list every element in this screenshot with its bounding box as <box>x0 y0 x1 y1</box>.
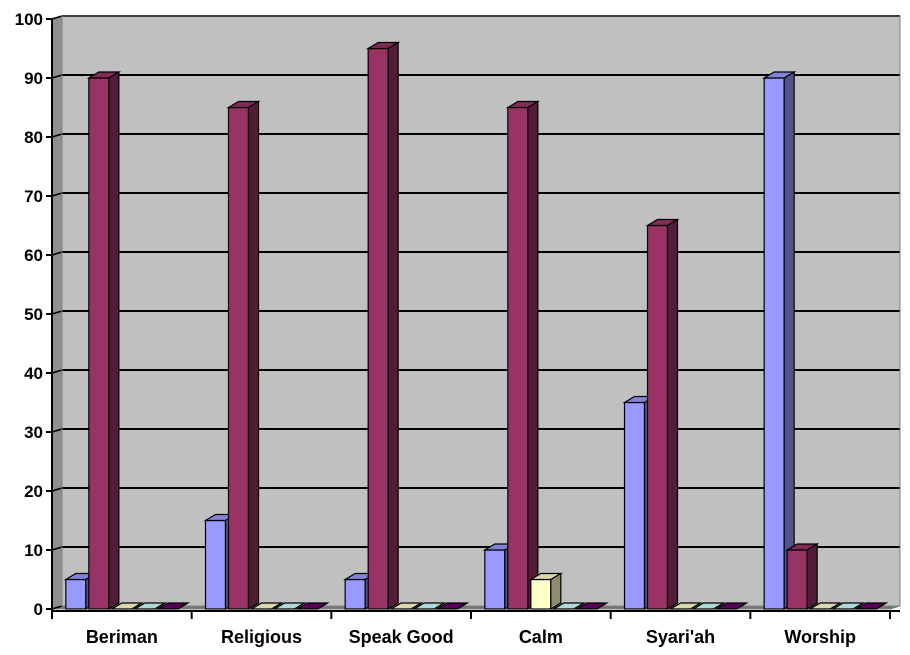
bar <box>367 47 389 610</box>
y-tick-label: 50 <box>24 305 43 324</box>
bar <box>530 578 552 610</box>
bar-side <box>550 572 562 611</box>
y-tick-label: 10 <box>24 541 43 560</box>
bar <box>65 578 87 610</box>
bar-side <box>666 218 679 611</box>
bar-side <box>596 602 608 610</box>
bar <box>344 578 366 610</box>
gridline-depth <box>51 369 63 374</box>
bar-side <box>456 602 468 610</box>
bar-side <box>271 602 282 610</box>
x-tick-label: Beriman <box>86 627 158 647</box>
y-tick-label: 70 <box>24 187 43 206</box>
plot-frame <box>61 15 901 607</box>
y-tick-label: 90 <box>24 69 43 88</box>
gridline-depth <box>51 605 63 610</box>
gridline-depth <box>51 133 63 138</box>
bar-side <box>783 70 795 611</box>
bar-side <box>410 602 422 610</box>
gridline-depth <box>51 192 63 197</box>
bar-side <box>690 602 701 610</box>
bar-side <box>387 41 399 611</box>
bar-side <box>806 542 818 611</box>
bar-side <box>713 602 724 610</box>
bar <box>227 106 250 610</box>
bar-side <box>527 100 539 611</box>
gridline-depth <box>51 428 63 433</box>
bar <box>204 519 227 610</box>
gridline-depth <box>51 310 63 315</box>
bar-side <box>154 602 166 610</box>
bar-side <box>177 602 189 610</box>
bar-side <box>433 602 445 610</box>
bar-side <box>108 70 120 611</box>
bar <box>786 549 808 610</box>
x-tick-label: Calm <box>519 627 563 647</box>
x-tick-label: Religious <box>221 627 302 647</box>
bar-side <box>852 602 864 610</box>
bar <box>763 77 785 610</box>
y-tick-label: 60 <box>24 246 43 265</box>
bar-side <box>294 602 305 610</box>
y-tick-label: 20 <box>24 482 43 501</box>
y-tick-label: 80 <box>24 128 43 147</box>
bar-side <box>875 602 887 610</box>
bar-side <box>317 602 328 610</box>
y-tick-label: 100 <box>15 10 43 29</box>
y-tick-label: 30 <box>24 423 43 442</box>
bar <box>507 106 529 610</box>
gridline-depth <box>51 74 63 79</box>
gridline-depth <box>51 15 63 20</box>
bar-side <box>829 602 841 610</box>
bar <box>646 224 669 610</box>
gridline-depth <box>51 251 63 256</box>
bar-side <box>736 602 747 610</box>
gridline-depth <box>51 487 63 492</box>
x-tick-label: Speak Good <box>349 627 454 647</box>
x-tick-label: Syari'ah <box>646 627 715 647</box>
x-tick-label: Worship <box>784 627 856 647</box>
gridline-depth <box>51 546 63 551</box>
bar <box>623 401 646 610</box>
bar-side <box>131 602 143 610</box>
bar-side <box>573 602 585 610</box>
bar <box>484 549 506 610</box>
bar <box>88 77 110 610</box>
bar-side <box>247 100 260 611</box>
y-tick-label: 0 <box>34 600 43 619</box>
y-tick-label: 40 <box>24 364 43 383</box>
